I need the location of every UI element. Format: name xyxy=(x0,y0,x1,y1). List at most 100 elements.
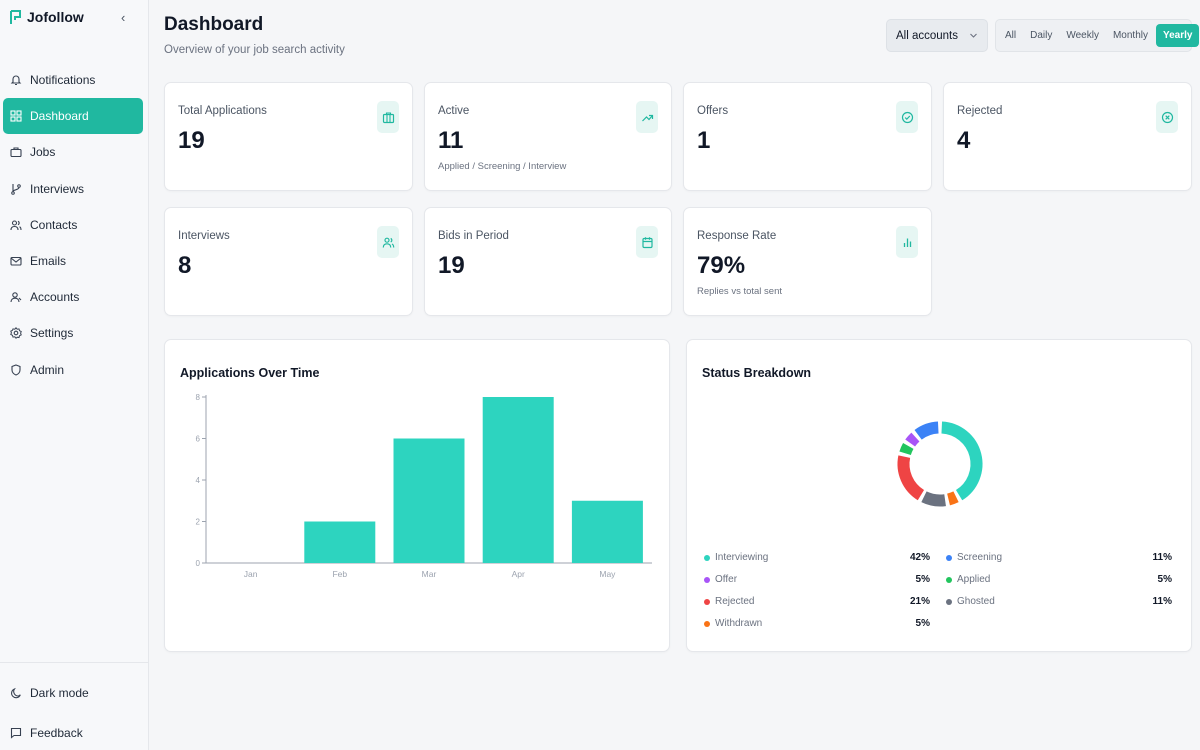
x-tick-label: Apr xyxy=(512,569,525,579)
stat-card-bids: Bids in Period 19 xyxy=(424,207,672,316)
stat-card-total-applications: Total Applications 19 xyxy=(164,82,413,191)
chart-title: Applications Over Time xyxy=(180,366,320,380)
legend-percent: 5% xyxy=(1157,574,1172,585)
users-icon xyxy=(382,237,394,248)
check-circle-icon xyxy=(901,111,913,123)
y-tick-label: 2 xyxy=(196,518,201,527)
page-title: Dashboard xyxy=(164,14,264,35)
logo-icon xyxy=(10,9,21,24)
legend-item: Withdrawn xyxy=(704,618,762,629)
feedback-button[interactable]: Feedback xyxy=(3,713,143,750)
bar-chart: 0 2 4 6 8 Jan Feb Mar Apr May xyxy=(196,393,652,579)
legend-item: Ghosted xyxy=(946,596,995,607)
grid-icon xyxy=(10,110,22,122)
stat-label: Interviews xyxy=(178,230,230,242)
sidebar-item-label: Accounts xyxy=(30,290,80,305)
range-monthly[interactable]: Monthly xyxy=(1112,30,1148,41)
legend-dot xyxy=(704,554,710,561)
stat-value: 8 xyxy=(178,252,192,279)
sidebar-item-interviews[interactable]: Interviews xyxy=(3,171,143,207)
donut-slice xyxy=(899,442,914,456)
sidebar-item-label: Settings xyxy=(30,326,74,341)
gear-icon xyxy=(10,327,22,340)
legend-percent: 5% xyxy=(915,618,930,629)
legend-label: Ghosted xyxy=(957,596,995,607)
legend-label: Withdrawn xyxy=(715,618,763,629)
sidebar-item-dashboard[interactable]: Dashboard xyxy=(3,98,143,135)
x-circle-icon xyxy=(1161,111,1173,123)
range-weekly[interactable]: Weekly xyxy=(1066,30,1099,41)
stat-value: 19 xyxy=(438,252,465,279)
account-select-value: All accounts xyxy=(896,29,959,42)
stat-value: 79% xyxy=(697,252,746,279)
status-breakdown-card: Status Breakdown Interviewing 42% Screenin… xyxy=(686,339,1192,652)
legend-item: Screening xyxy=(946,552,1002,563)
briefcase-icon xyxy=(10,147,22,158)
stat-label: Total Applications xyxy=(178,105,267,117)
stat-icon-wrap xyxy=(1156,101,1178,133)
user-icon xyxy=(10,292,22,303)
stat-icon-wrap xyxy=(377,226,399,258)
legend-percent: 21% xyxy=(909,596,930,607)
legend-dot xyxy=(946,554,952,561)
donut-slice xyxy=(921,491,946,507)
legend-label: Interviewing xyxy=(715,552,769,563)
legend-label: Offer xyxy=(715,574,738,585)
stat-card-interviews: Interviews 8 xyxy=(164,207,413,316)
sidebar-item-jobs[interactable]: Jobs xyxy=(3,134,143,170)
sidebar-item-label: Dashboard xyxy=(30,109,89,124)
y-tick-label: 0 xyxy=(196,559,201,568)
shield-icon xyxy=(11,364,21,376)
bar xyxy=(482,397,554,563)
stat-card-active: Active 11 Applied / Screening / Intervie… xyxy=(424,82,672,191)
stat-label: Rejected xyxy=(957,105,1003,117)
account-select[interactable]: All accounts xyxy=(886,19,988,52)
sidebar-item-notifications[interactable]: Notifications xyxy=(3,62,143,98)
donut-slice xyxy=(897,455,925,501)
dark-mode-toggle[interactable]: Dark mode xyxy=(3,673,143,713)
y-tick-label: 6 xyxy=(196,435,201,444)
sidebar: Jofollow ‹ Notifications Dashboard Jobs … xyxy=(0,0,149,750)
sidebar-item-label: Interviews xyxy=(30,181,85,196)
x-tick-label: Jan xyxy=(244,569,258,579)
x-tick-label: Feb xyxy=(332,569,347,579)
legend-percent: 11% xyxy=(1152,552,1172,563)
sidebar-footer: Dark mode Feedback xyxy=(0,662,149,750)
sidebar-item-settings[interactable]: Settings xyxy=(3,315,143,351)
dark-mode-label: Dark mode xyxy=(30,686,89,700)
donut-chart xyxy=(897,421,983,507)
range-yearly[interactable]: Yearly xyxy=(1155,24,1200,47)
users-icon xyxy=(10,220,22,230)
y-tick-label: 4 xyxy=(196,476,201,485)
donut-slice xyxy=(946,491,959,506)
brand[interactable]: Jofollow xyxy=(9,9,84,25)
range-all[interactable]: All xyxy=(1005,30,1017,41)
range-daily[interactable]: Daily xyxy=(1030,30,1053,41)
bar xyxy=(571,500,643,563)
page-subtitle: Overview of your job search activity xyxy=(164,44,345,56)
sidebar-item-emails[interactable]: Emails xyxy=(3,243,143,279)
trending-up-icon xyxy=(641,114,653,121)
sidebar-nav: Notifications Dashboard Jobs Interviews … xyxy=(3,62,143,388)
legend-dot xyxy=(946,598,952,605)
sidebar-item-admin[interactable]: Admin xyxy=(3,352,143,388)
legend-percent: 42% xyxy=(909,552,930,563)
stat-icon-wrap xyxy=(636,101,658,133)
sidebar-item-label: Jobs xyxy=(30,145,56,160)
message-icon xyxy=(10,727,22,739)
x-tick-label: Mar xyxy=(422,569,437,579)
briefcase-icon xyxy=(382,111,394,123)
applications-over-time-card: Applications Over Time 0 2 4 6 8 Jan Feb Mar Apr… xyxy=(164,339,670,652)
collapse-sidebar-button[interactable]: ‹ xyxy=(121,10,126,25)
sidebar-item-accounts[interactable]: Accounts xyxy=(3,279,143,315)
legend-item: Offer xyxy=(704,574,737,585)
legend-percent: 5% xyxy=(915,574,930,585)
sidebar-item-contacts[interactable]: Contacts xyxy=(3,207,143,243)
legend-dot xyxy=(946,576,952,583)
legend-dot xyxy=(704,576,710,583)
donut-slice xyxy=(941,421,983,501)
stat-icon-wrap xyxy=(896,101,918,133)
stat-label: Response Rate xyxy=(697,230,777,242)
stat-subtext: Replies vs total sent xyxy=(697,286,783,297)
stat-card-offers: Offers 1 xyxy=(683,82,932,191)
